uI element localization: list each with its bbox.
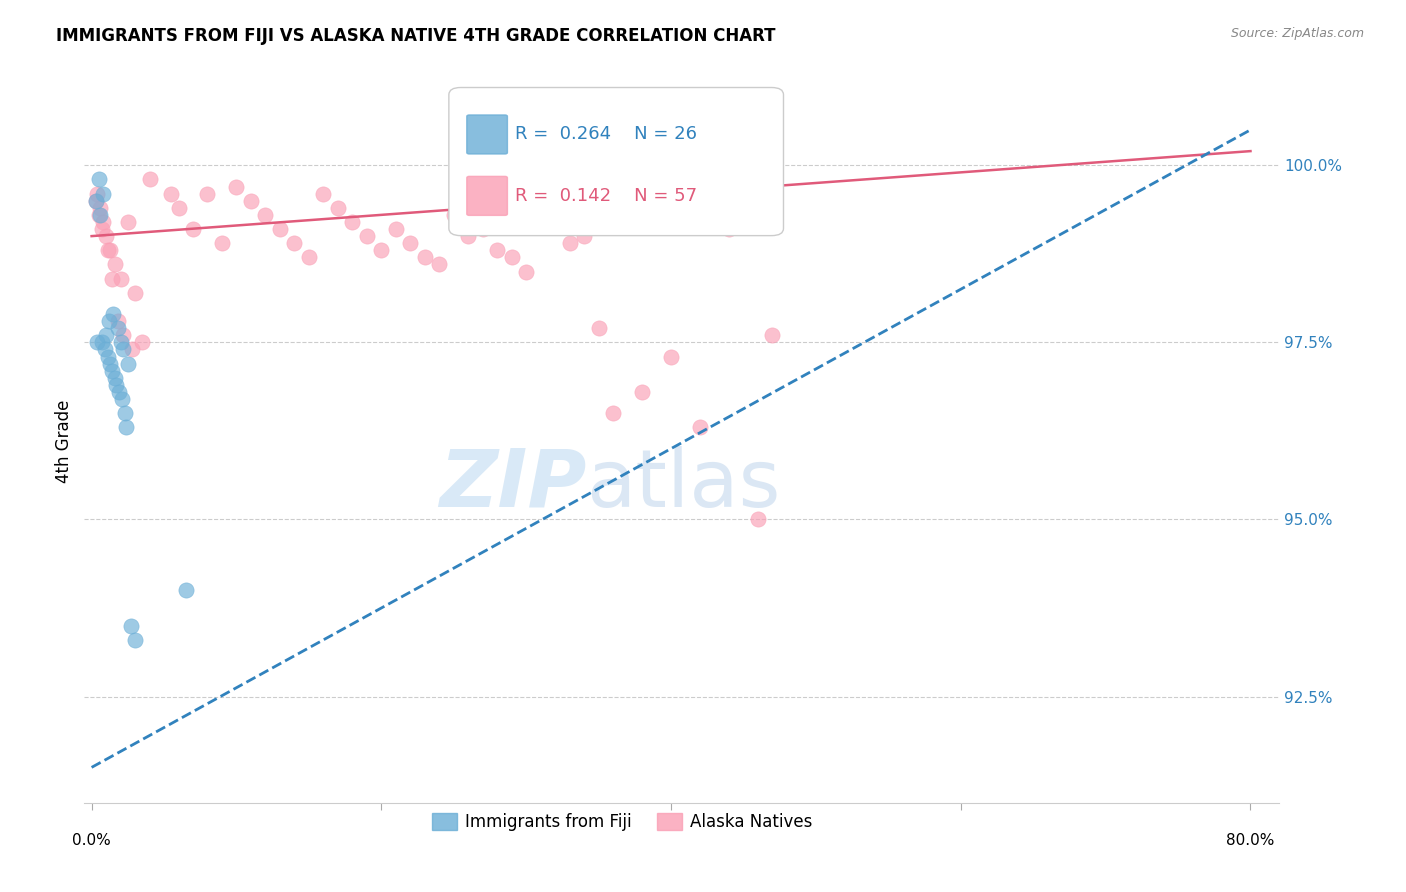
Point	[588, 321, 610, 335]
Point	[457, 229, 479, 244]
Point	[100, 244, 122, 258]
Point	[111, 392, 134, 406]
Point	[105, 377, 128, 392]
Point	[107, 321, 129, 335]
Point	[86, 186, 108, 201]
Point	[356, 229, 378, 244]
Point	[89, 208, 111, 222]
Text: R =  0.142    N = 57: R = 0.142 N = 57	[515, 187, 697, 205]
Point	[108, 384, 131, 399]
Point	[89, 201, 111, 215]
Point	[87, 208, 110, 222]
Point	[283, 236, 305, 251]
Point	[101, 271, 124, 285]
Text: ZIP: ZIP	[439, 446, 586, 524]
Point	[239, 194, 262, 208]
Point	[117, 215, 139, 229]
Point	[225, 179, 247, 194]
Point	[114, 406, 136, 420]
Point	[544, 215, 567, 229]
Point	[90, 222, 112, 236]
Text: atlas: atlas	[586, 446, 780, 524]
Text: 80.0%: 80.0%	[1226, 833, 1275, 848]
FancyBboxPatch shape	[467, 177, 508, 215]
Point	[572, 229, 595, 244]
Point	[90, 335, 112, 350]
Point	[443, 208, 465, 222]
Point	[197, 186, 219, 201]
Legend: Immigrants from Fiji, Alaska Natives: Immigrants from Fiji, Alaska Natives	[425, 806, 820, 838]
FancyBboxPatch shape	[467, 115, 508, 154]
Point	[112, 328, 135, 343]
Point	[86, 335, 108, 350]
Point	[269, 222, 291, 236]
Point	[211, 236, 233, 251]
Point	[298, 251, 321, 265]
Point	[84, 194, 107, 208]
Point	[413, 251, 436, 265]
Point	[427, 257, 450, 271]
Point	[689, 420, 711, 434]
Point	[91, 215, 114, 229]
Point	[486, 244, 509, 258]
Point	[385, 222, 408, 236]
Point	[631, 384, 654, 399]
Point	[761, 328, 783, 343]
Point	[112, 343, 135, 357]
Point	[717, 222, 740, 236]
Point	[104, 257, 127, 271]
Point	[515, 264, 537, 278]
Point	[747, 512, 769, 526]
Point	[84, 194, 107, 208]
Point	[101, 364, 124, 378]
Point	[110, 271, 132, 285]
Point	[93, 343, 115, 357]
Point	[96, 350, 118, 364]
Point	[124, 285, 146, 300]
Point	[94, 229, 117, 244]
Point	[167, 201, 190, 215]
Point	[87, 172, 110, 186]
Point	[98, 314, 121, 328]
Point	[94, 328, 117, 343]
Point	[326, 201, 349, 215]
Text: IMMIGRANTS FROM FIJI VS ALASKA NATIVE 4TH GRADE CORRELATION CHART: IMMIGRANTS FROM FIJI VS ALASKA NATIVE 4T…	[56, 27, 776, 45]
Point	[96, 244, 118, 258]
Point	[558, 236, 581, 251]
Point	[91, 186, 114, 201]
Point	[399, 236, 422, 251]
Point	[110, 335, 132, 350]
Point	[117, 357, 139, 371]
Point	[100, 357, 122, 371]
Point	[103, 307, 125, 321]
Point	[602, 406, 624, 420]
Point	[120, 618, 142, 632]
Y-axis label: 4th Grade: 4th Grade	[55, 400, 73, 483]
Text: Source: ZipAtlas.com: Source: ZipAtlas.com	[1230, 27, 1364, 40]
Text: R =  0.264    N = 26: R = 0.264 N = 26	[515, 126, 696, 144]
Point	[138, 172, 160, 186]
Point	[471, 222, 494, 236]
Point	[370, 244, 392, 258]
Point	[121, 343, 143, 357]
Point	[160, 186, 183, 201]
Point	[107, 314, 129, 328]
Text: 0.0%: 0.0%	[72, 833, 111, 848]
Point	[659, 350, 682, 364]
Point	[342, 215, 364, 229]
Point	[104, 371, 127, 385]
Point	[254, 208, 277, 222]
Point	[174, 583, 197, 598]
Point	[115, 420, 138, 434]
FancyBboxPatch shape	[449, 87, 783, 235]
Point	[530, 201, 553, 215]
Point	[131, 335, 153, 350]
Point	[181, 222, 204, 236]
Point	[312, 186, 335, 201]
Point	[124, 632, 146, 647]
Point	[501, 251, 523, 265]
